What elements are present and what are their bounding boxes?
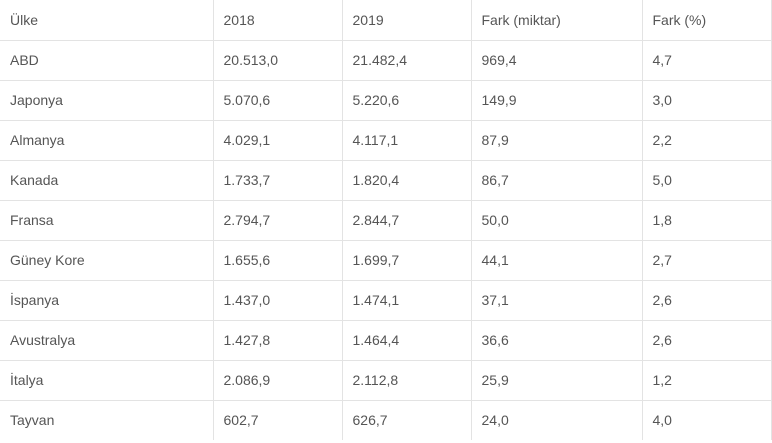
cell-diff-amount: 149,9: [470, 79, 643, 121]
cell-diff-percent: 2,7: [641, 239, 772, 281]
cell-2018: 2.086,9: [212, 359, 343, 401]
table-row: ABD 20.513,0 21.482,4 969,4 4,7: [0, 39, 772, 81]
cell-country: Avustralya: [0, 319, 214, 361]
cell-diff-amount: 37,1: [470, 279, 643, 321]
cell-2019: 2.112,8: [341, 359, 472, 401]
cell-2019: 5.220,6: [341, 79, 472, 121]
table-row: İspanya 1.437,0 1.474,1 37,1 2,6: [0, 279, 772, 321]
cell-2019: 626,7: [341, 399, 472, 440]
cell-diff-percent: 4,7: [641, 39, 772, 81]
cell-country: ABD: [0, 39, 214, 81]
cell-2019: 1.699,7: [341, 239, 472, 281]
header-cell-2019: 2019: [341, 0, 472, 41]
cell-2018: 20.513,0: [212, 39, 343, 81]
cell-diff-percent: 2,6: [641, 279, 772, 321]
header-cell-diff-percent: Fark (%): [641, 0, 772, 41]
table-row: Güney Kore 1.655,6 1.699,7 44,1 2,7: [0, 239, 772, 281]
cell-diff-percent: 2,6: [641, 319, 772, 361]
table-header-row: Ülke 2018 2019 Fark (miktar) Fark (%): [0, 0, 772, 41]
cell-2018: 2.794,7: [212, 199, 343, 241]
cell-2018: 1.655,6: [212, 239, 343, 281]
cell-diff-percent: 5,0: [641, 159, 772, 201]
cell-diff-percent: 2,2: [641, 119, 772, 161]
cell-diff-percent: 3,0: [641, 79, 772, 121]
header-cell-country: Ülke: [0, 0, 214, 41]
table-row: Japonya 5.070,6 5.220,6 149,9 3,0: [0, 79, 772, 121]
cell-country: Güney Kore: [0, 239, 214, 281]
cell-2019: 21.482,4: [341, 39, 472, 81]
cell-country: Kanada: [0, 159, 214, 201]
cell-2018: 4.029,1: [212, 119, 343, 161]
cell-2018: 602,7: [212, 399, 343, 440]
table-row: Avustralya 1.427,8 1.464,4 36,6 2,6: [0, 319, 772, 361]
cell-2019: 2.844,7: [341, 199, 472, 241]
cell-diff-amount: 25,9: [470, 359, 643, 401]
cell-country: Fransa: [0, 199, 214, 241]
header-cell-diff-amount: Fark (miktar): [470, 0, 643, 41]
cell-diff-amount: 36,6: [470, 319, 643, 361]
cell-diff-percent: 1,2: [641, 359, 772, 401]
cell-diff-amount: 24,0: [470, 399, 643, 440]
cell-diff-amount: 50,0: [470, 199, 643, 241]
table-row: Almanya 4.029,1 4.117,1 87,9 2,2: [0, 119, 772, 161]
header-cell-2018: 2018: [212, 0, 343, 41]
cell-diff-amount: 87,9: [470, 119, 643, 161]
cell-2019: 1.820,4: [341, 159, 472, 201]
table-row: Tayvan 602,7 626,7 24,0 4,0: [0, 399, 772, 440]
cell-diff-percent: 4,0: [641, 399, 772, 440]
cell-diff-amount: 86,7: [470, 159, 643, 201]
table-row: Fransa 2.794,7 2.844,7 50,0 1,8: [0, 199, 772, 241]
cell-2019: 1.474,1: [341, 279, 472, 321]
table-row: Kanada 1.733,7 1.820,4 86,7 5,0: [0, 159, 772, 201]
cell-2019: 1.464,4: [341, 319, 472, 361]
cell-2018: 1.733,7: [212, 159, 343, 201]
cell-diff-percent: 1,8: [641, 199, 772, 241]
cell-2018: 5.070,6: [212, 79, 343, 121]
cell-country: İtalya: [0, 359, 214, 401]
cell-country: İspanya: [0, 279, 214, 321]
cell-country: Japonya: [0, 79, 214, 121]
cell-2018: 1.437,0: [212, 279, 343, 321]
table-row: İtalya 2.086,9 2.112,8 25,9 1,2: [0, 359, 772, 401]
cell-country: Almanya: [0, 119, 214, 161]
cell-country: Tayvan: [0, 399, 214, 440]
cell-2018: 1.427,8: [212, 319, 343, 361]
cell-2019: 4.117,1: [341, 119, 472, 161]
cell-diff-amount: 44,1: [470, 239, 643, 281]
cell-diff-amount: 969,4: [470, 39, 643, 81]
